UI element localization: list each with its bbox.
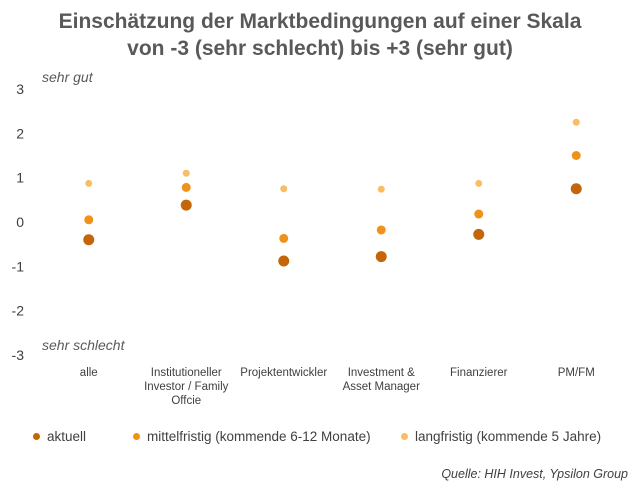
- x-category-label-line: alle: [80, 367, 98, 379]
- x-category-label-line: Projektentwickler: [240, 367, 327, 379]
- x-category-label: Projektentwickler: [240, 367, 327, 379]
- y-tick-label: -3: [12, 347, 25, 363]
- point-mittelfristig: [571, 151, 581, 160]
- point-aktuell: [570, 183, 582, 195]
- point-langfristig: [475, 179, 483, 187]
- point-mittelfristig: [279, 233, 289, 243]
- x-category-label: PM/FM: [558, 367, 595, 379]
- chart-title-line-1: Einschätzung der Marktbedingungen auf ei…: [58, 10, 582, 33]
- point-langfristig: [280, 185, 288, 193]
- legend-label-langfristig: langfristig (kommende 5 Jahre): [415, 429, 602, 444]
- legend-marker-langfristig: [401, 433, 408, 440]
- x-category-label-line: Investment &: [348, 367, 415, 379]
- x-category-label: Investment & Asset Manager: [343, 367, 421, 393]
- x-category-label: Institutioneller Investor / Family Offcie: [144, 367, 229, 407]
- legend-label-aktuell: aktuell: [47, 429, 87, 444]
- point-langfristig: [85, 179, 93, 187]
- legend-item-aktuell: aktuell: [33, 429, 86, 444]
- source-note: Quelle: HIH Invest, Ypsilon Group: [441, 467, 628, 481]
- y-tick-label: 3: [16, 81, 24, 97]
- point-aktuell: [375, 251, 387, 263]
- point-langfristig: [572, 118, 580, 126]
- legend-label-mittelfristig: mittelfristig (kommende 6-12 Monate): [147, 429, 371, 444]
- legend-marker-mittelfristig: [133, 433, 140, 440]
- legend-item-langfristig: langfristig (kommende 5 Jahre): [401, 429, 601, 444]
- chart-title-line-2: von -3 (sehr schlecht) bis +3 (sehr gut): [127, 37, 513, 60]
- point-mittelfristig: [376, 225, 386, 235]
- annotation-sehr-schlecht: sehr schlecht: [42, 337, 126, 353]
- x-category-label: alle: [80, 367, 98, 379]
- point-aktuell: [278, 255, 290, 267]
- point-langfristig: [377, 185, 385, 193]
- point-langfristig: [182, 169, 190, 177]
- point-mittelfristig: [181, 182, 191, 192]
- x-category-label-line: Asset Manager: [343, 381, 421, 393]
- point-aktuell: [83, 234, 95, 246]
- legend-marker-aktuell: [33, 433, 40, 440]
- point-mittelfristig: [84, 215, 94, 225]
- chart-title: Einschätzung der Marktbedingungen auf ei…: [0, 8, 640, 62]
- x-category-label-line: Institutioneller: [151, 367, 222, 379]
- point-aktuell: [473, 228, 485, 240]
- annotation-sehr-gut: sehr gut: [42, 69, 94, 85]
- x-category-label: Finanzierer: [450, 367, 508, 379]
- x-category-label-line: Finanzierer: [450, 367, 508, 379]
- y-tick-label: 2: [16, 125, 24, 141]
- x-category-label-line: Investor / Family: [144, 381, 229, 393]
- legend-item-mittelfristig: mittelfristig (kommende 6-12 Monate): [133, 429, 371, 444]
- point-mittelfristig: [474, 209, 484, 219]
- point-aktuell: [180, 199, 192, 211]
- y-tick-label: -2: [12, 303, 25, 319]
- x-category-label-line: PM/FM: [558, 367, 595, 379]
- y-tick-label: 0: [16, 214, 24, 230]
- x-category-label-line: Offcie: [171, 395, 201, 407]
- y-tick-label: 1: [16, 170, 24, 186]
- y-tick-label: -1: [12, 258, 25, 274]
